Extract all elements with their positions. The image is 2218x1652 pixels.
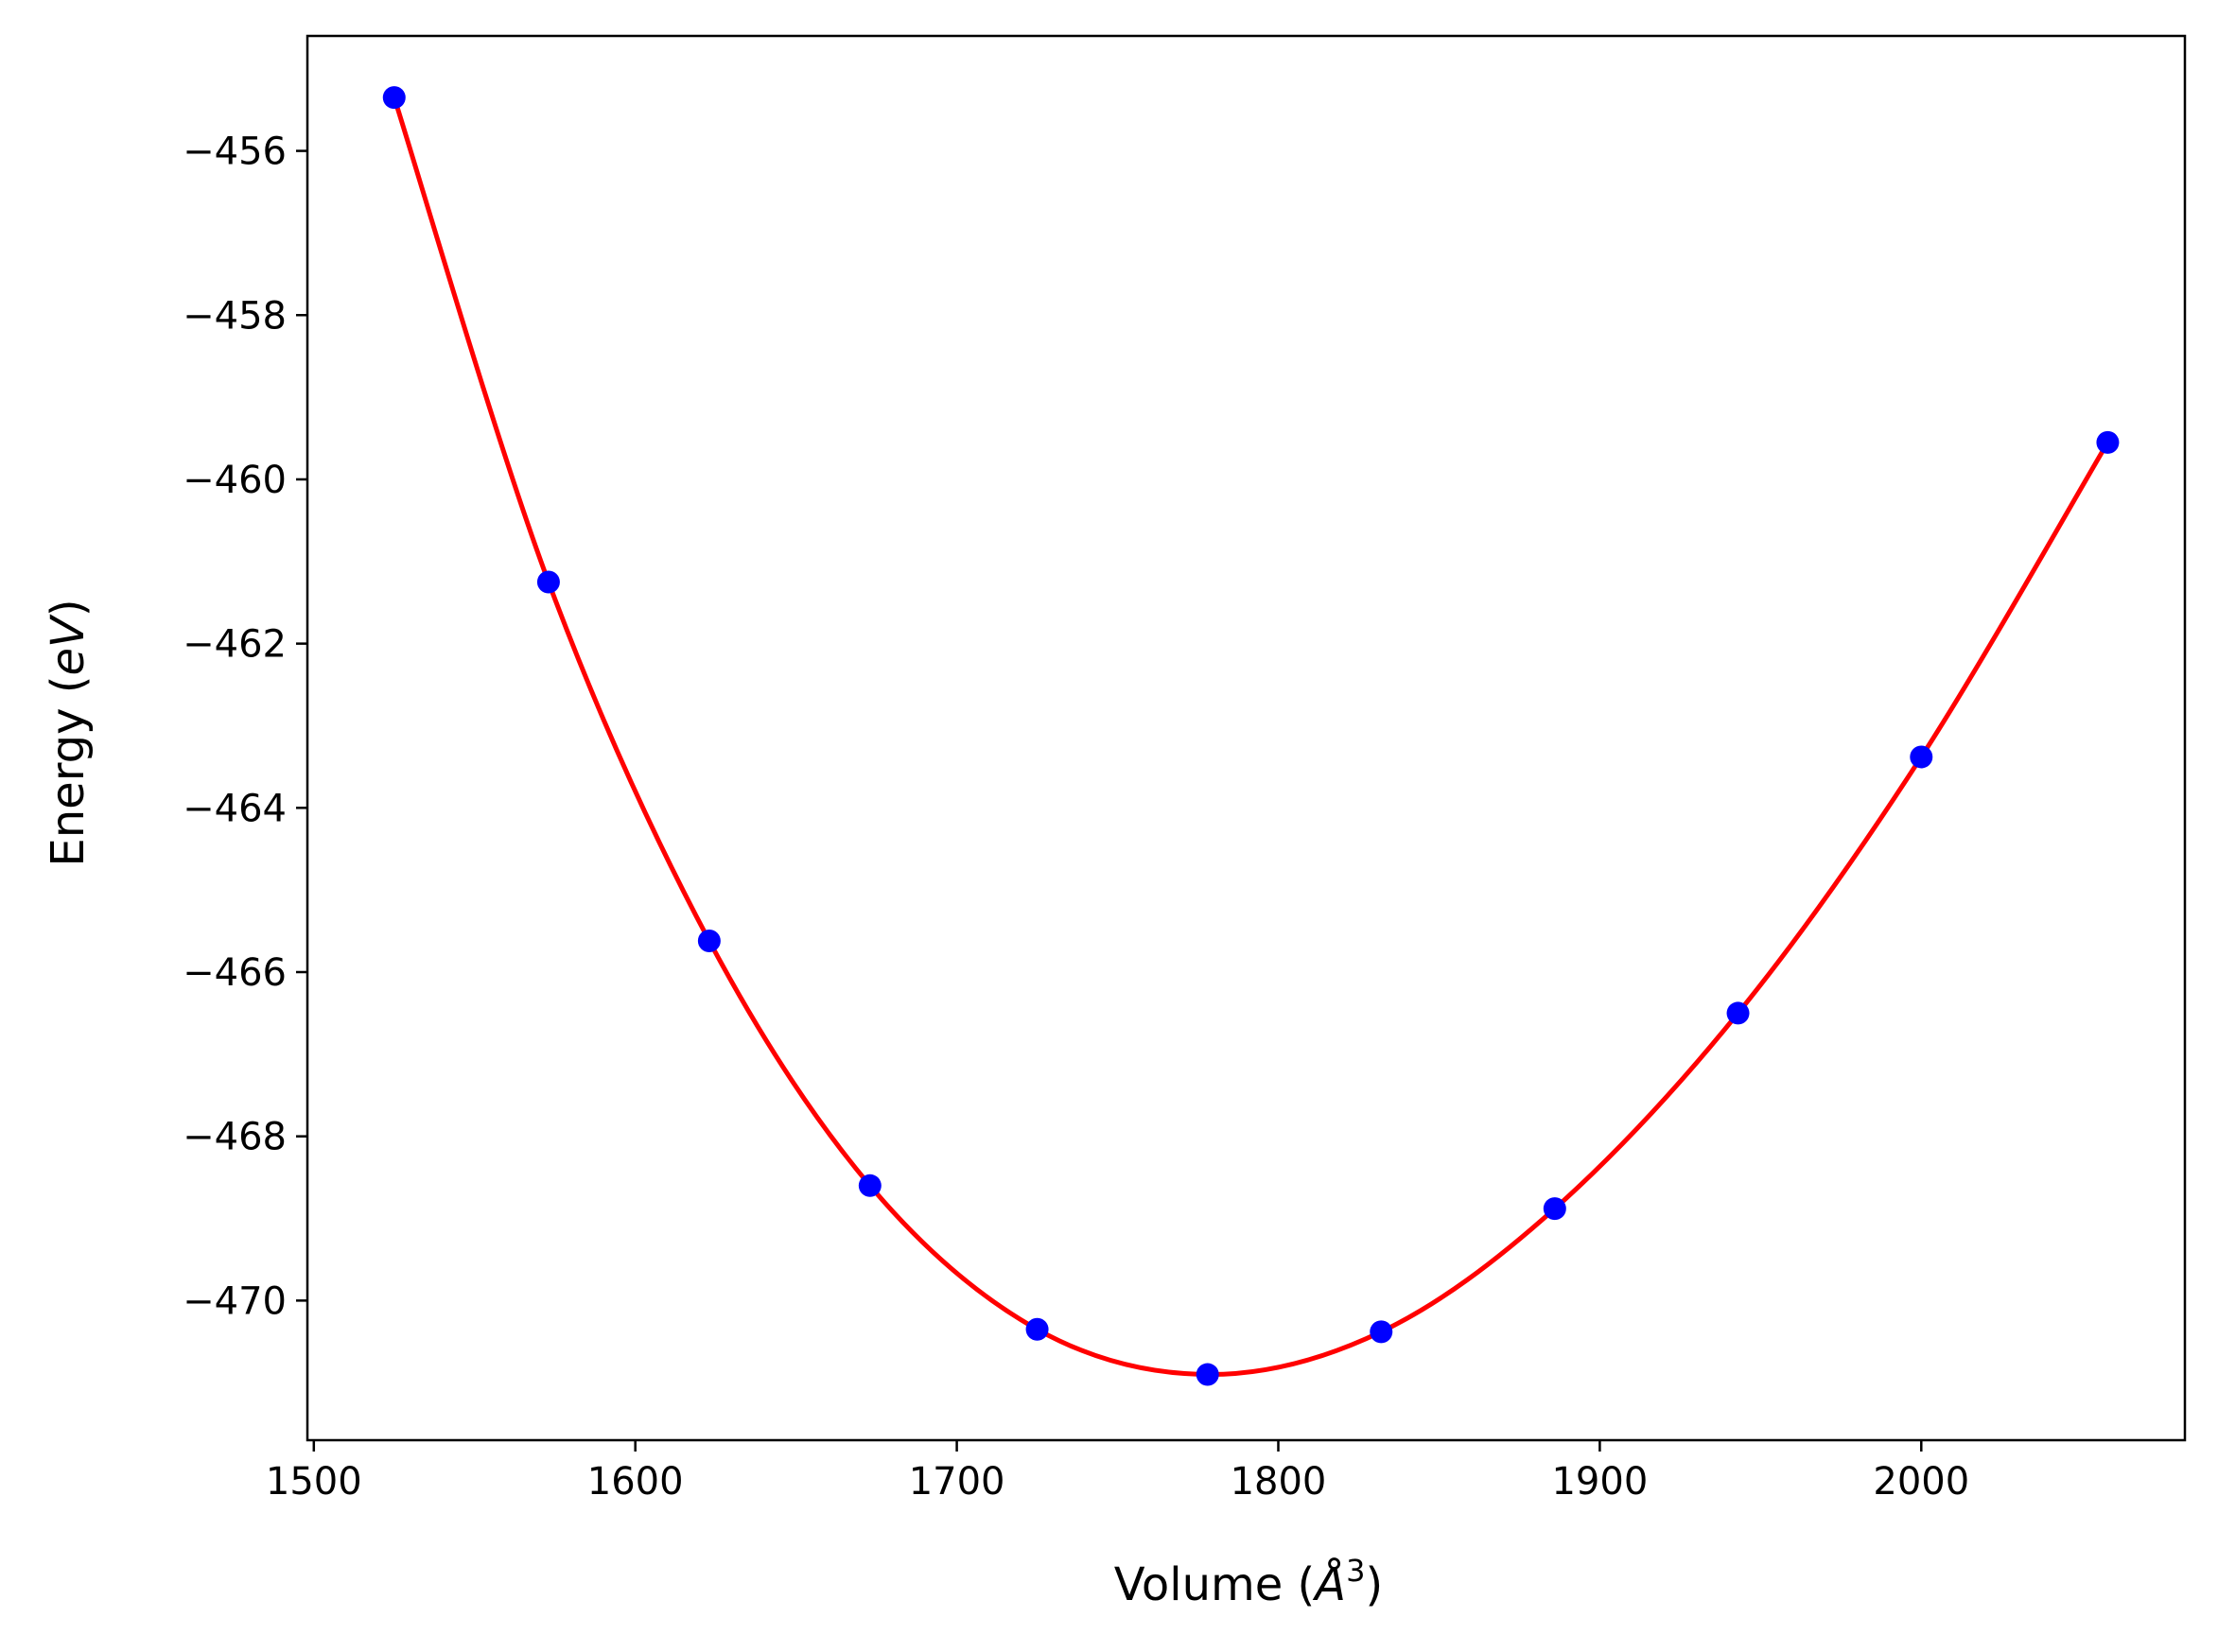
- data-point: [1025, 1317, 1049, 1341]
- x-tick-label: 1900: [1551, 1460, 1648, 1504]
- x-tick-label: 1700: [909, 1460, 1005, 1504]
- x-axis-title-symbol: Å: [1312, 1557, 1346, 1611]
- x-axis-title-prefix: Volume (: [1114, 1558, 1316, 1611]
- data-point: [536, 570, 560, 594]
- data-point: [1543, 1197, 1566, 1221]
- y-tick-label: −462: [183, 623, 287, 667]
- y-axis-title-unit: eV: [42, 614, 95, 676]
- y-tick-label: −466: [183, 951, 287, 995]
- x-axis-ticks: 1500 1600 1700 1800 1900 2000: [266, 1440, 1969, 1504]
- data-point: [1370, 1320, 1393, 1344]
- x-axis-title: Volume (Å3): [1114, 1553, 1383, 1611]
- fit-curve-line: [392, 96, 2110, 1378]
- data-points: [382, 86, 2120, 1386]
- y-tick-label: −458: [183, 294, 287, 338]
- data-point: [1726, 1001, 1750, 1025]
- data-point: [2096, 430, 2120, 454]
- y-tick-label: −460: [183, 459, 287, 502]
- y-tick-label: −468: [183, 1116, 287, 1159]
- y-axis-title-suffix: ): [42, 599, 95, 617]
- y-axis-ticks: −456 −458 −460 −462 −464 −466 −468 −470: [183, 130, 307, 1323]
- data-point: [382, 86, 406, 110]
- x-axis-title-exponent: 3: [1346, 1553, 1365, 1589]
- data-point: [697, 930, 721, 952]
- y-tick-label: −456: [183, 130, 287, 174]
- x-tick-label: 1500: [266, 1460, 362, 1504]
- y-axis-title-prefix: Energy (: [42, 676, 95, 867]
- data-point: [1910, 745, 1933, 769]
- y-tick-label: −464: [183, 787, 287, 830]
- y-tick-label: −470: [183, 1279, 287, 1323]
- plot-frame: [306, 34, 2187, 1442]
- y-axis-title: Energy (eV): [42, 599, 95, 866]
- x-axis-title-suffix: ): [1365, 1558, 1383, 1611]
- x-tick-label: 2000: [1873, 1460, 1969, 1504]
- x-tick-label: 1800: [1231, 1460, 1327, 1504]
- data-point: [858, 1174, 882, 1197]
- x-tick-label: 1600: [587, 1460, 684, 1504]
- data-point: [1196, 1363, 1219, 1386]
